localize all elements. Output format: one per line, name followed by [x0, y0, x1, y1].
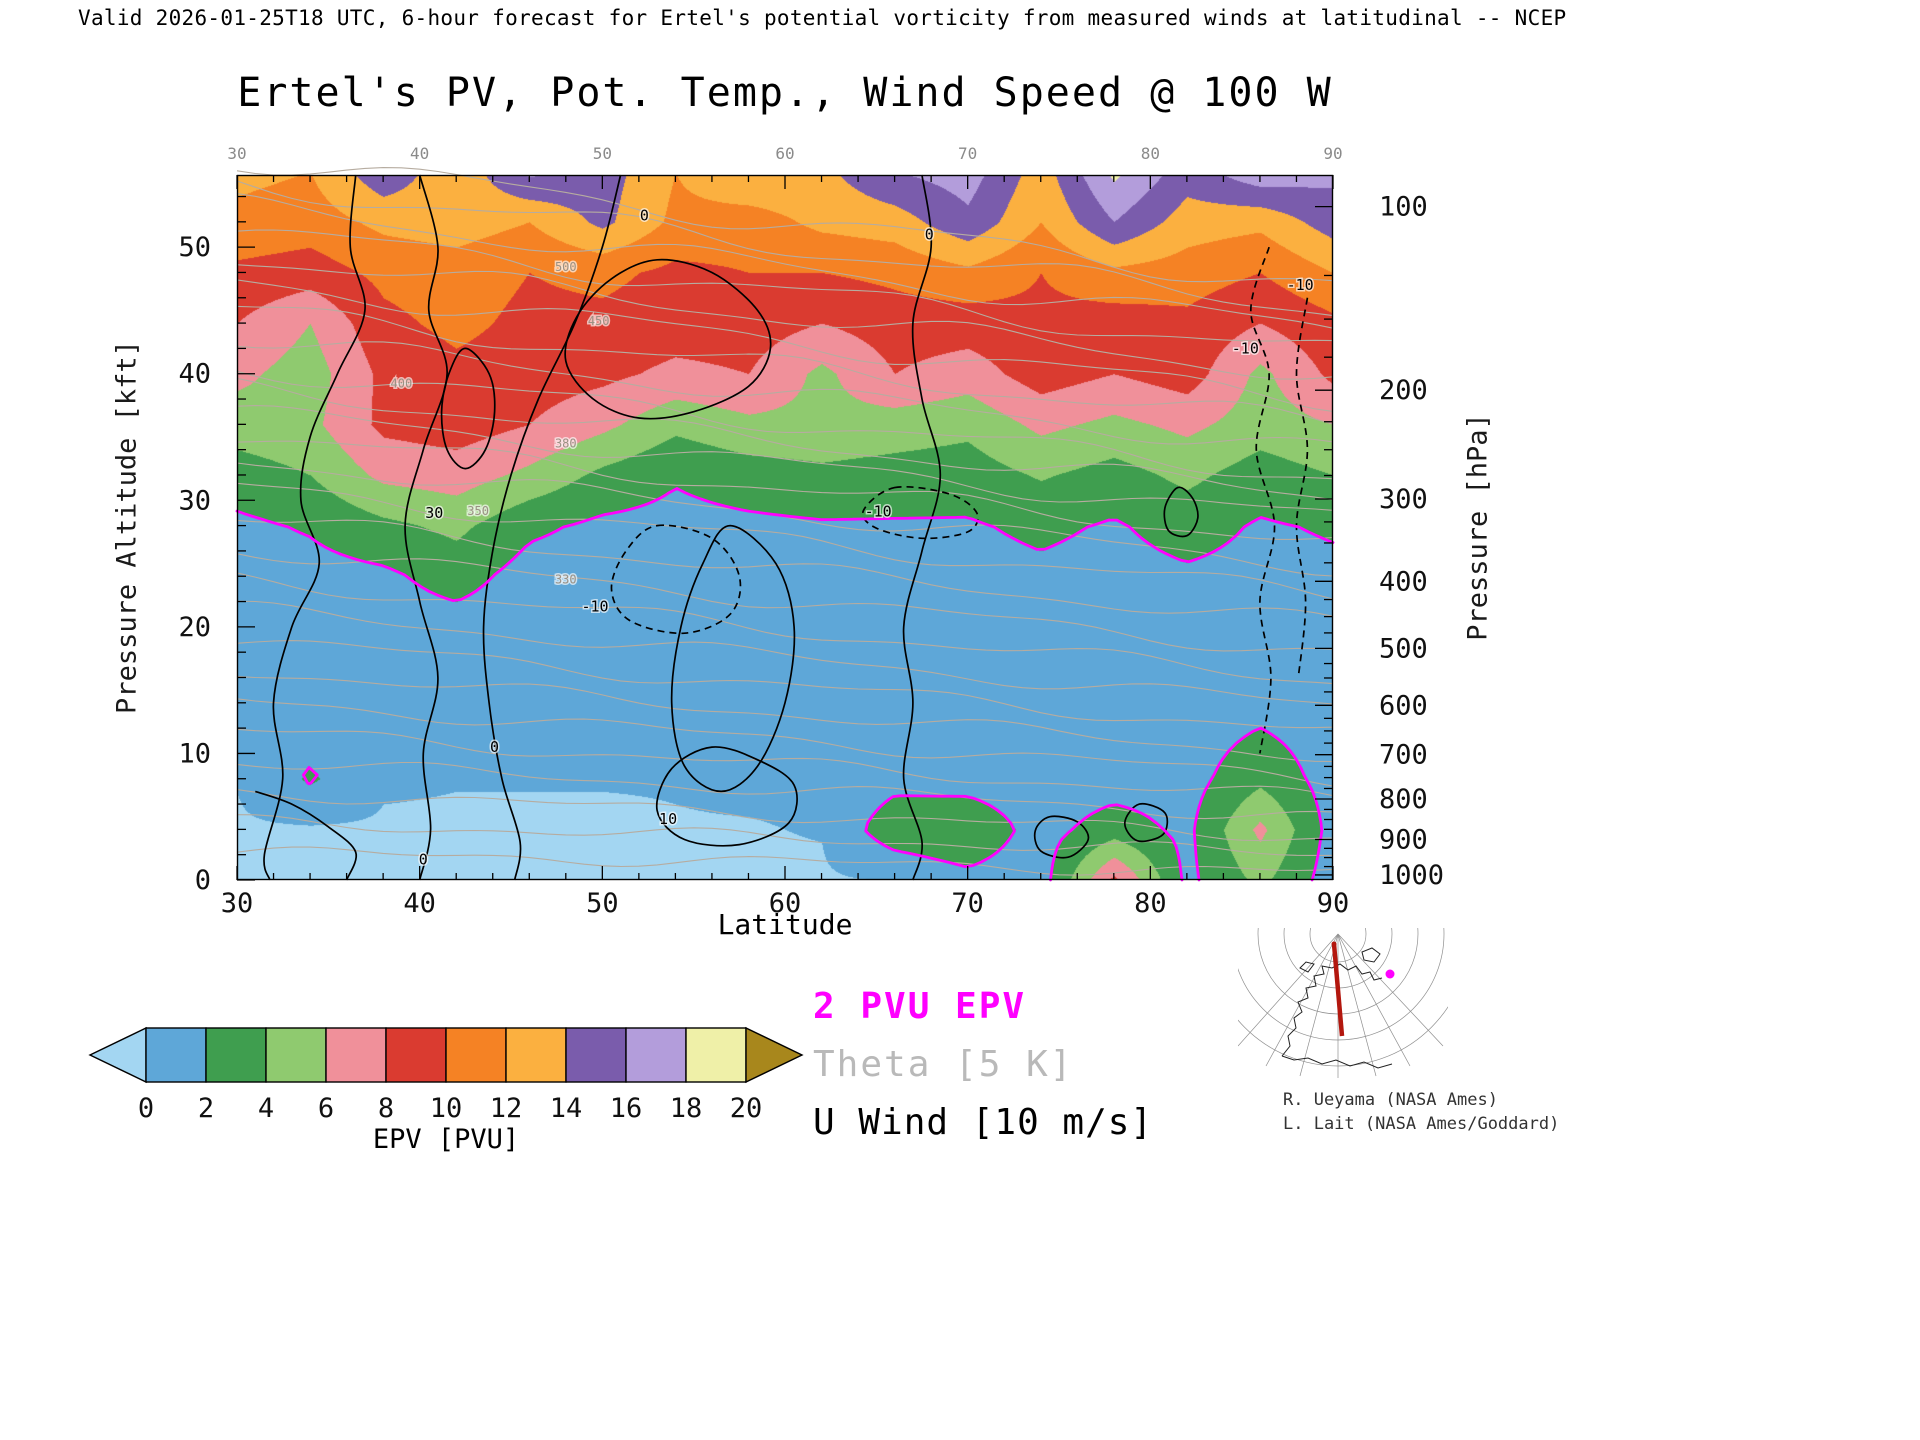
svg-text:500: 500: [555, 260, 577, 274]
svg-text:2: 2: [198, 1093, 214, 1124]
svg-text:330: 330: [555, 573, 577, 587]
svg-text:-10: -10: [581, 598, 608, 616]
inset-coastlines: [1281, 947, 1393, 1069]
svg-text:1000: 1000: [1379, 860, 1444, 891]
legend-2pvu-epv: 2 PVU EPV: [813, 986, 1027, 1027]
svg-text:700: 700: [1379, 740, 1428, 771]
svg-text:60: 60: [775, 144, 794, 163]
svg-text:0: 0: [640, 207, 649, 225]
x-axis-label: Latitude: [717, 908, 853, 941]
svg-text:60: 60: [769, 888, 802, 919]
svg-text:500: 500: [1379, 633, 1428, 664]
svg-text:400: 400: [391, 377, 413, 391]
u-wind-contours: [255, 174, 1309, 881]
svg-text:12: 12: [490, 1093, 523, 1124]
svg-text:40: 40: [410, 144, 429, 163]
theta-contours: [236, 167, 1334, 876]
plot-title: Ertel's PV, Pot. Temp., Wind Speed @ 100…: [237, 70, 1333, 116]
svg-text:40: 40: [403, 888, 436, 919]
legend-theta: Theta [5 K]: [813, 1044, 1074, 1085]
inset-graticule: [1238, 928, 1448, 1078]
svg-text:16: 16: [610, 1093, 643, 1124]
svg-text:-10: -10: [1232, 339, 1259, 357]
svg-text:400: 400: [1379, 566, 1428, 597]
svg-text:-10: -10: [865, 503, 892, 521]
svg-text:10: 10: [178, 738, 211, 769]
svg-text:10: 10: [659, 810, 677, 828]
svg-text:900: 900: [1379, 824, 1428, 855]
svg-text:0: 0: [195, 865, 211, 896]
svg-text:450: 450: [588, 314, 610, 328]
svg-text:30: 30: [227, 144, 246, 163]
svg-text:70: 70: [958, 144, 977, 163]
svg-text:380: 380: [555, 437, 577, 451]
svg-text:30: 30: [178, 485, 211, 516]
svg-text:0: 0: [925, 225, 934, 243]
svg-text:600: 600: [1379, 690, 1428, 721]
y-axis-label-right: Pressure [hPa]: [1462, 413, 1494, 641]
svg-text:18: 18: [670, 1093, 703, 1124]
svg-text:40: 40: [178, 359, 211, 390]
svg-text:14: 14: [550, 1093, 583, 1124]
svg-text:0: 0: [419, 851, 428, 869]
svg-text:300: 300: [1379, 484, 1428, 515]
svg-text:-10: -10: [1287, 276, 1314, 294]
svg-text:8: 8: [378, 1093, 394, 1124]
plot-overlay: 330350380400450500300010-10-100-10-10030…: [178, 144, 1444, 919]
svg-text:0: 0: [490, 738, 499, 756]
svg-text:90: 90: [1323, 144, 1342, 163]
svg-text:350: 350: [467, 504, 489, 518]
inset-cross-section-line: [1331, 941, 1345, 1037]
svg-text:100: 100: [1379, 192, 1428, 223]
svg-text:50: 50: [178, 232, 211, 263]
svg-text:20: 20: [730, 1093, 763, 1124]
epv-colorbar: 0 2 4 6 8 10 12 14 16 18 20: [88, 1026, 804, 1124]
axis-ticks: [236, 175, 1334, 881]
svg-text:50: 50: [586, 888, 619, 919]
svg-text:6: 6: [318, 1093, 334, 1124]
svg-text:30: 30: [221, 888, 254, 919]
svg-text:50: 50: [593, 144, 612, 163]
svg-text:10: 10: [430, 1093, 463, 1124]
svg-text:800: 800: [1379, 784, 1428, 815]
svg-text:0: 0: [138, 1093, 154, 1124]
credit-line-1: R. Ueyama (NASA Ames): [1283, 1090, 1498, 1110]
svg-text:4: 4: [258, 1093, 274, 1124]
credit-line-2: L. Lait (NASA Ames/Goddard): [1283, 1114, 1560, 1134]
y-axis-label-left: Pressure Altitude [kft]: [111, 340, 143, 714]
validity-header: Valid 2026-01-25T18 UTC, 6-hour forecast…: [78, 6, 1567, 30]
colorbar-label: EPV [PVU]: [372, 1124, 520, 1155]
svg-text:70: 70: [951, 888, 984, 919]
svg-text:90: 90: [1317, 888, 1350, 919]
svg-text:30: 30: [425, 504, 443, 522]
legend-u-wind: U Wind [10 m/s]: [813, 1102, 1154, 1143]
axis-tick-labels: 330350380400450500300010-10-100-10-10030…: [178, 144, 1444, 919]
svg-text:80: 80: [1141, 144, 1160, 163]
svg-text:200: 200: [1379, 375, 1428, 406]
svg-text:80: 80: [1134, 888, 1167, 919]
location-inset-map: [1238, 928, 1448, 1078]
pv-2pvu-contour: [235, 487, 1335, 882]
svg-text:20: 20: [178, 612, 211, 643]
inset-point-marker: [1385, 969, 1395, 979]
